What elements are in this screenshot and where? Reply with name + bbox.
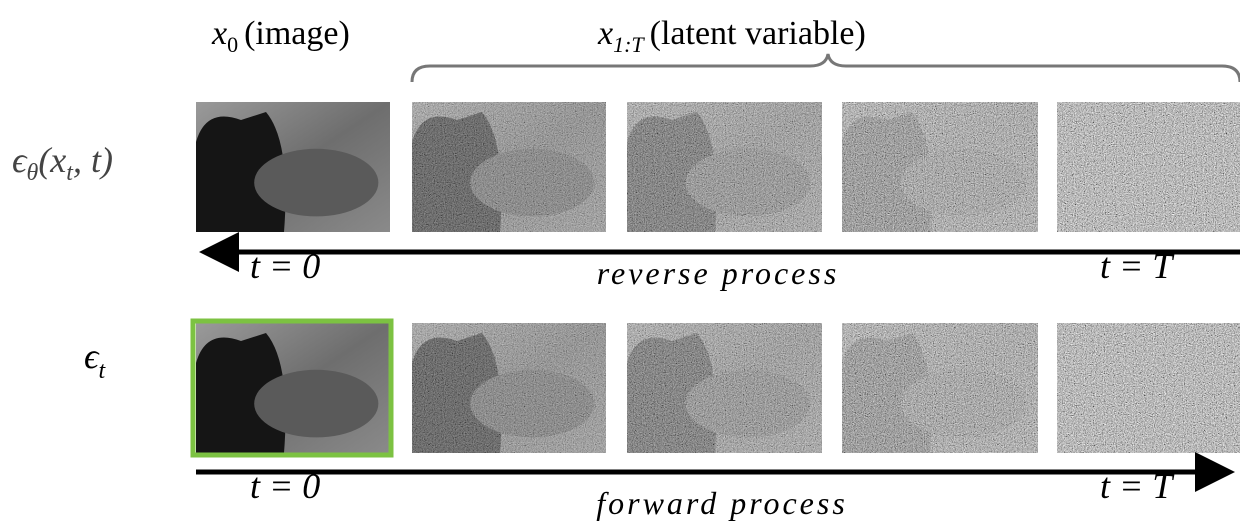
- image: [196, 323, 390, 453]
- var: x: [597, 15, 613, 52]
- text: (latent variable): [650, 15, 866, 52]
- subject-cat: [254, 149, 378, 217]
- image: [412, 323, 606, 453]
- noise: [412, 323, 606, 453]
- noise: [412, 102, 606, 232]
- sub: θ: [27, 160, 39, 186]
- sub: t: [99, 358, 107, 384]
- row-label: ϵt: [84, 336, 107, 384]
- end-label: t = T: [1100, 466, 1175, 506]
- start-label: t = 0: [250, 246, 320, 286]
- var: x: [211, 15, 227, 52]
- image: [196, 102, 390, 232]
- noise: [1057, 102, 1240, 232]
- image: [1057, 102, 1240, 232]
- noise: [1057, 323, 1240, 453]
- brace: [412, 54, 1240, 82]
- image: [842, 323, 1038, 453]
- process-label: reverse process: [597, 255, 840, 291]
- image: [627, 102, 822, 232]
- sub: 1:T: [613, 32, 645, 57]
- image: [1057, 323, 1240, 453]
- start-label: t = 0: [250, 466, 320, 506]
- close: , t): [73, 140, 113, 180]
- noise: [627, 102, 822, 232]
- row-label: ϵθ(xt, t): [12, 140, 113, 186]
- noise: [842, 323, 1038, 453]
- latent-label: x1:T(latent variable): [597, 15, 866, 57]
- image: [842, 102, 1038, 232]
- end-label: t = T: [1100, 246, 1175, 286]
- noise: [842, 102, 1038, 232]
- text: (image): [244, 15, 350, 52]
- process-label: forward process: [596, 485, 848, 521]
- image: [627, 323, 822, 453]
- open: (x: [38, 140, 66, 180]
- image-label: x0(image): [211, 15, 350, 57]
- diagram: x0(image) x1:T(latent variable) ϵθ(xt, t…: [0, 0, 1240, 524]
- subject-cat: [254, 370, 378, 438]
- image: [412, 102, 606, 232]
- sub: 0: [227, 32, 238, 57]
- noise: [627, 323, 822, 453]
